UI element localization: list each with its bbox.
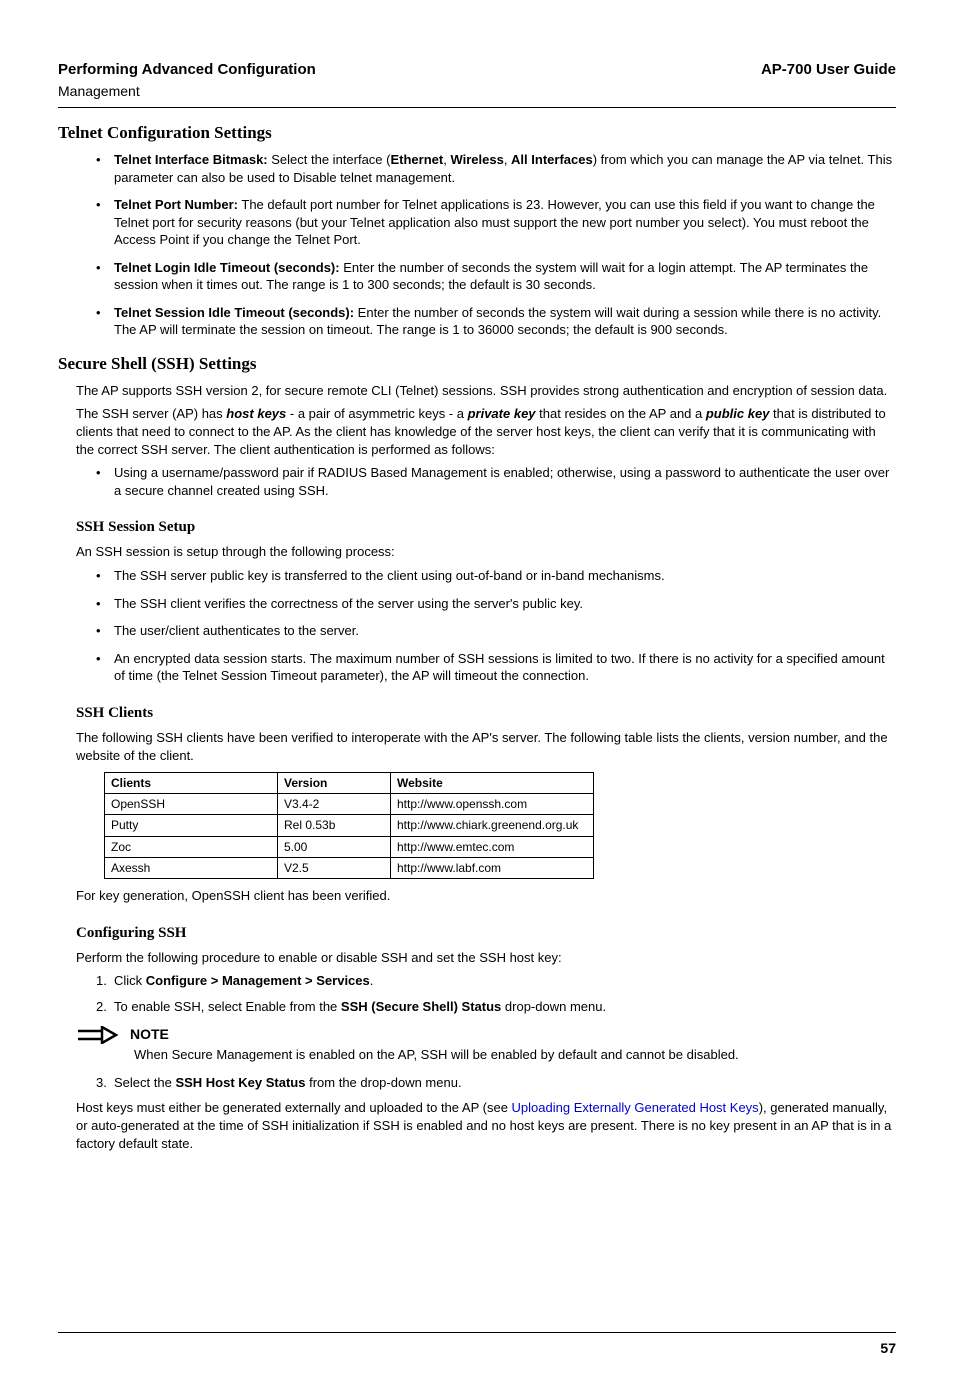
- list-item: Telnet Port Number: The default port num…: [96, 196, 896, 249]
- bold-italic-text: public key: [706, 406, 770, 421]
- item-label: Telnet Port Number:: [114, 197, 238, 212]
- ssh-clients-heading: SSH Clients: [76, 703, 896, 723]
- table-row: Zoc 5.00 http://www.emtec.com: [105, 836, 594, 857]
- table-header: Clients: [105, 773, 278, 794]
- bold-italic-text: private key: [468, 406, 536, 421]
- item-label: Telnet Interface Bitmask:: [114, 152, 268, 167]
- table-cell: Zoc: [105, 836, 278, 857]
- page-number: 57: [880, 1340, 896, 1356]
- host-keys-paragraph: Host keys must either be generated exter…: [76, 1099, 896, 1152]
- item-text: ,: [504, 152, 511, 167]
- config-steps-cont: Select the SSH Host Key Status from the …: [96, 1074, 896, 1092]
- header-rule: [58, 107, 896, 108]
- text: To enable SSH, select Enable from the: [114, 999, 341, 1014]
- table-cell: http://www.labf.com: [391, 857, 594, 878]
- ssh-session-intro: An SSH session is setup through the foll…: [76, 543, 896, 561]
- note-block: NOTE When Secure Management is enabled o…: [76, 1025, 896, 1063]
- table-cell: Putty: [105, 815, 278, 836]
- bold-italic-text: host keys: [226, 406, 286, 421]
- table-cell: V3.4-2: [278, 794, 391, 815]
- list-item: Using a username/password pair if RADIUS…: [96, 464, 896, 499]
- telnet-heading: Telnet Configuration Settings: [58, 122, 896, 145]
- list-item: An encrypted data session starts. The ma…: [96, 650, 896, 685]
- ssh-intro-1: The AP supports SSH version 2, for secur…: [76, 382, 896, 400]
- ssh-heading: Secure Shell (SSH) Settings: [58, 353, 896, 376]
- text: - a pair of asymmetric keys - a: [286, 406, 467, 421]
- ssh-session-list: The SSH server public key is transferred…: [96, 567, 896, 685]
- text: The SSH server (AP) has: [76, 406, 226, 421]
- table-row: Axessh V2.5 http://www.labf.com: [105, 857, 594, 878]
- table-header: Website: [391, 773, 594, 794]
- table-cell: V2.5: [278, 857, 391, 878]
- config-ssh-intro: Perform the following procedure to enabl…: [76, 949, 896, 967]
- table-cell: 5.00: [278, 836, 391, 857]
- guide-title: AP-700 User Guide: [761, 60, 896, 80]
- list-item: The user/client authenticates to the ser…: [96, 622, 896, 640]
- note-label: NOTE: [130, 1025, 169, 1044]
- note-text: When Secure Management is enabled on the…: [134, 1046, 896, 1064]
- table-row: OpenSSH V3.4-2 http://www.openssh.com: [105, 794, 594, 815]
- bold-text: Wireless: [450, 152, 503, 167]
- text: Click: [114, 973, 146, 988]
- list-item: The SSH server public key is transferred…: [96, 567, 896, 585]
- bold-text: Configure > Management > Services: [146, 973, 370, 988]
- text: .: [370, 973, 374, 988]
- step-item: To enable SSH, select Enable from the SS…: [96, 998, 896, 1016]
- list-item: The SSH client verifies the correctness …: [96, 595, 896, 613]
- step-item: Select the SSH Host Key Status from the …: [96, 1074, 896, 1092]
- table-row: Putty Rel 0.53b http://www.chiark.greene…: [105, 815, 594, 836]
- table-cell: Rel 0.53b: [278, 815, 391, 836]
- item-label: Telnet Session Idle Timeout (seconds):: [114, 305, 354, 320]
- table-cell: http://www.openssh.com: [391, 794, 594, 815]
- bold-text: SSH Host Key Status: [175, 1075, 305, 1090]
- text: that resides on the AP and a: [536, 406, 706, 421]
- ssh-clients-table: Clients Version Website OpenSSH V3.4-2 h…: [104, 772, 594, 879]
- config-steps: Click Configure > Management > Services.…: [96, 972, 896, 1015]
- ssh-clients-post: For key generation, OpenSSH client has b…: [76, 887, 896, 905]
- upload-host-keys-link[interactable]: Uploading Externally Generated Host Keys: [512, 1100, 759, 1115]
- config-ssh-heading: Configuring SSH: [76, 923, 896, 943]
- ssh-clients-intro: The following SSH clients have been veri…: [76, 729, 896, 764]
- text: from the drop-down menu.: [305, 1075, 461, 1090]
- table-header: Version: [278, 773, 391, 794]
- list-item: Telnet Session Idle Timeout (seconds): E…: [96, 304, 896, 339]
- list-item: Telnet Login Idle Timeout (seconds): Ent…: [96, 259, 896, 294]
- header-title: Performing Advanced Configuration: [58, 60, 316, 80]
- text: drop-down menu.: [501, 999, 606, 1014]
- text: Host keys must either be generated exter…: [76, 1100, 512, 1115]
- step-item: Click Configure > Management > Services.: [96, 972, 896, 990]
- list-item: Telnet Interface Bitmask: Select the int…: [96, 151, 896, 186]
- table-cell: OpenSSH: [105, 794, 278, 815]
- bold-text: SSH (Secure Shell) Status: [341, 999, 501, 1014]
- table-cell: http://www.chiark.greenend.org.uk: [391, 815, 594, 836]
- text: Select the: [114, 1075, 175, 1090]
- table-cell: Axessh: [105, 857, 278, 878]
- bold-text: Ethernet: [390, 152, 443, 167]
- table-cell: http://www.emtec.com: [391, 836, 594, 857]
- item-label: Telnet Login Idle Timeout (seconds):: [114, 260, 340, 275]
- ssh-session-heading: SSH Session Setup: [76, 517, 896, 537]
- ssh-intro-2: The SSH server (AP) has host keys - a pa…: [76, 405, 896, 458]
- header-subtitle: Management: [58, 82, 896, 101]
- arrow-icon: [76, 1026, 120, 1044]
- page-footer: 57: [58, 1332, 896, 1358]
- ssh-auth-list: Using a username/password pair if RADIUS…: [96, 464, 896, 499]
- bold-text: All Interfaces: [511, 152, 593, 167]
- item-text: Select the interface (: [268, 152, 391, 167]
- telnet-list: Telnet Interface Bitmask: Select the int…: [96, 151, 896, 339]
- table-header-row: Clients Version Website: [105, 773, 594, 794]
